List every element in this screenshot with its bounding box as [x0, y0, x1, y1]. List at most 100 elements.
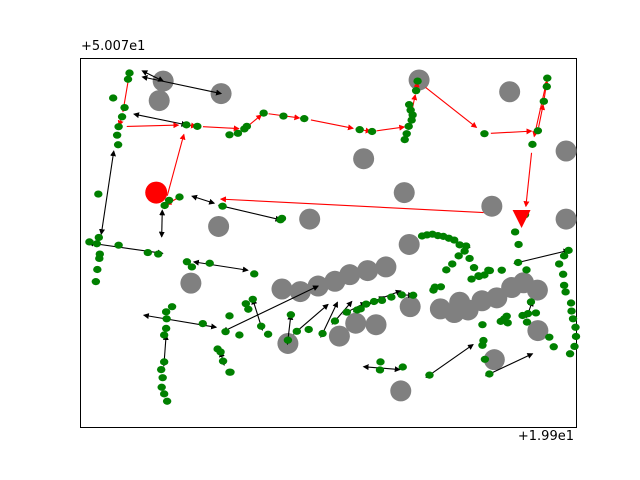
roadmap-node	[503, 319, 512, 327]
roadmap-node	[514, 240, 523, 249]
roadmap-node	[568, 315, 578, 323]
roadmap-node	[526, 298, 536, 306]
roadmap-node	[407, 116, 416, 124]
edge-arrow	[222, 285, 320, 333]
roadmap-node	[156, 365, 166, 374]
roadmap-node	[187, 263, 197, 271]
roadmap-node	[478, 341, 487, 349]
roadmap-node	[95, 254, 104, 263]
roadmap-node	[221, 328, 230, 336]
obstacle-marker	[299, 208, 321, 230]
roadmap-node	[480, 130, 489, 138]
roadmap-node	[523, 310, 533, 318]
roadmap-node	[182, 121, 191, 129]
obstacle-marker	[555, 208, 577, 230]
roadmap-node	[376, 358, 385, 366]
roadmap-node	[318, 329, 327, 338]
roadmap-node	[159, 358, 169, 366]
roadmap-node	[496, 317, 505, 325]
roadmap-node	[233, 129, 243, 137]
roadmap-node	[198, 319, 207, 328]
roadmap-node	[241, 300, 251, 308]
roadmap-node	[216, 348, 225, 356]
roadmap-node	[369, 297, 379, 306]
roadmap-node	[182, 258, 192, 266]
roadmap-node	[502, 312, 511, 320]
roadmap-node	[402, 130, 411, 138]
roadmap-node	[193, 122, 202, 130]
roadmap-node	[497, 266, 506, 274]
roadmap-node	[259, 109, 268, 117]
roadmap-node	[300, 115, 309, 123]
edge-arrow	[484, 353, 534, 377]
roadmap-node	[545, 333, 554, 341]
roadmap-node	[218, 202, 227, 210]
edge-arrow	[217, 203, 282, 222]
obstacle-marker	[208, 215, 230, 237]
obstacle-marker	[353, 148, 375, 170]
roadmap-node	[123, 75, 133, 83]
roadmap-node	[455, 241, 464, 249]
roadmap-node	[162, 315, 171, 323]
roadmap-node	[522, 266, 531, 274]
obstacle-marker	[365, 314, 387, 336]
roadmap-node	[543, 74, 552, 82]
roadmap-node	[542, 83, 551, 91]
roadmap-node	[469, 264, 479, 272]
highlight-path-arrow	[202, 125, 240, 132]
roadmap-node	[531, 309, 541, 317]
roadmap-node	[159, 331, 169, 339]
roadmap-node	[450, 236, 459, 244]
roadmap-node	[225, 312, 234, 320]
roadmap-node	[175, 193, 184, 201]
roadmap-node	[460, 247, 469, 255]
roadmap-node	[571, 332, 581, 341]
edge-arrow	[513, 248, 570, 266]
roadmap-node	[205, 259, 214, 267]
roadmap-node	[404, 101, 414, 109]
roadmap-node	[143, 248, 153, 257]
highlight-path-arrow	[219, 196, 484, 214]
roadmap-node	[485, 370, 494, 378]
obstacle-marker	[180, 272, 202, 294]
obstacle-marker	[398, 233, 420, 255]
roadmap-node	[248, 295, 257, 303]
obstacle-marker	[481, 195, 503, 217]
roadmap-node	[114, 123, 123, 131]
roadmap-node	[375, 366, 385, 374]
roadmap-node	[356, 305, 365, 313]
highlight-path-arrow	[425, 86, 478, 129]
obstacle-marker	[399, 296, 421, 318]
marker-layer	[145, 181, 531, 228]
roadmap-node	[571, 323, 580, 331]
roadmap-node	[94, 233, 104, 242]
roadmap-node	[161, 324, 171, 332]
roadmap-node	[442, 266, 451, 274]
roadmap-node	[250, 270, 259, 278]
roadmap-node	[480, 355, 490, 363]
roadmap-node	[304, 325, 313, 334]
roadmap-node	[355, 126, 364, 134]
roadmap-node	[283, 336, 293, 344]
roadmap-node	[367, 127, 377, 136]
roadmap-node	[513, 258, 523, 267]
roadmap-node	[411, 87, 421, 95]
edge-arrow	[251, 298, 264, 331]
roadmap-node	[397, 291, 406, 299]
obstacle-marker	[328, 325, 350, 347]
roadmap-node	[159, 390, 169, 398]
roadmap-node	[114, 241, 123, 249]
highlight-path-arrow	[376, 124, 406, 132]
edge-arrow	[191, 194, 216, 205]
roadmap-node	[561, 288, 570, 296]
y-offset-label: +5.007e1	[81, 39, 146, 54]
roadmap-node	[413, 77, 422, 85]
roadmap-node	[554, 260, 564, 268]
roadmap-node	[510, 228, 520, 236]
roadmap-node	[218, 357, 228, 365]
roadmap-node	[256, 322, 266, 330]
roadmap-node	[404, 122, 413, 130]
roadmap-node	[478, 321, 487, 329]
roadmap-node	[387, 293, 396, 301]
